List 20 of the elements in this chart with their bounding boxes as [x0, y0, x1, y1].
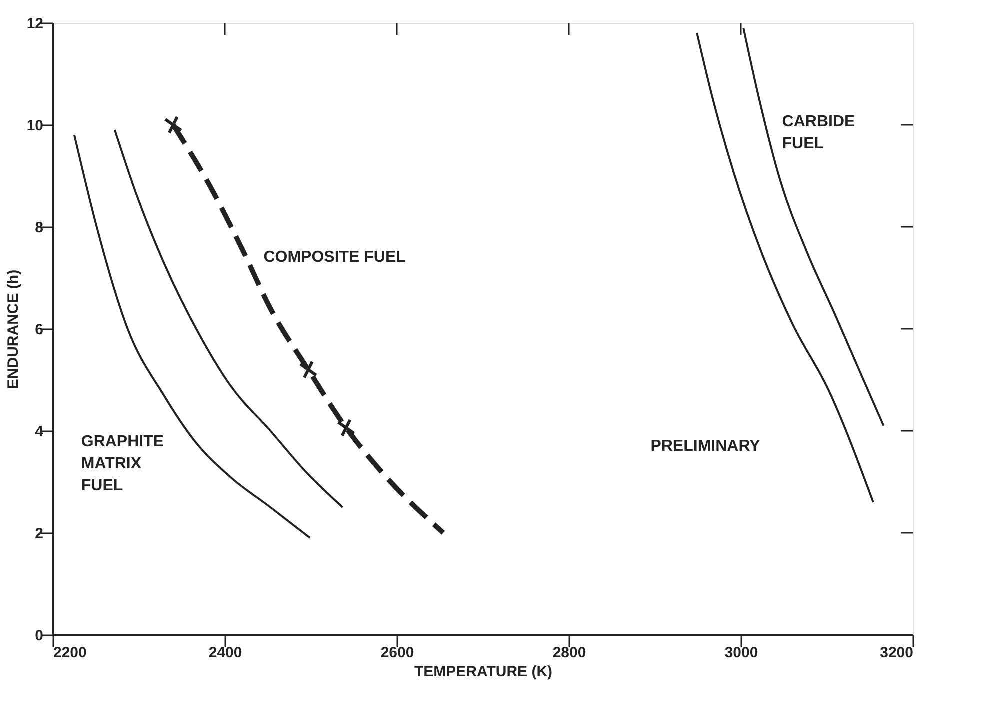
x-tick-label: 2200: [54, 644, 87, 662]
x-tick-label: 3000: [724, 644, 758, 662]
y-tick-label: 10: [26, 118, 44, 134]
x-tick-label: 2600: [380, 644, 414, 662]
y-tick-label: 12: [26, 16, 44, 32]
y-tick-label: 2: [35, 526, 44, 542]
x-tick-label: 2800: [552, 644, 586, 662]
line-series: [742, 27, 885, 427]
y-axis-title: ENDURANCE (h): [4, 270, 22, 390]
annotation: COMPOSITE FUEL: [264, 248, 406, 266]
x-tick-label: 2400: [208, 644, 242, 662]
y-tick-label: 4: [35, 424, 44, 440]
annotation: GRAPHITE MATRIX FUEL: [81, 434, 164, 495]
y-tick-label: 8: [35, 220, 44, 236]
y-tick-label: 6: [35, 322, 44, 338]
x-tick-label: 3200: [880, 644, 914, 662]
y-tick-label: 0: [35, 628, 44, 644]
annotation: PRELIMINARY: [650, 438, 761, 455]
annotation: CARBIDE FUEL: [782, 114, 856, 153]
x-axis-title: TEMPERATURE (K): [414, 664, 553, 680]
